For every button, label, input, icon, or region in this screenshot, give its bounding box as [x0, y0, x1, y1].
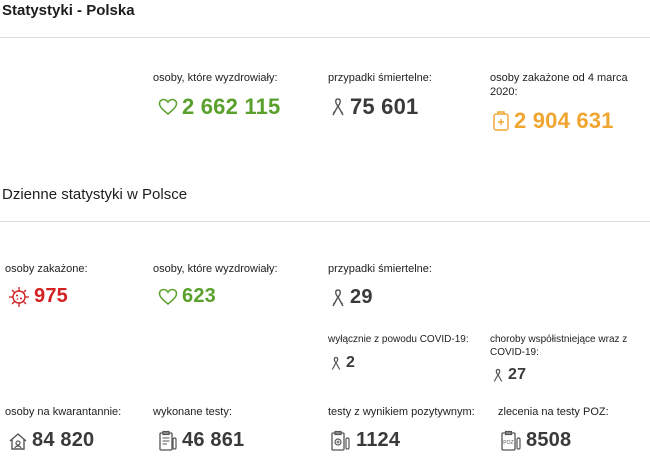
daily-recovered-value: 623 [182, 285, 216, 307]
covid-only-label: wyłącznie z powodu COVID-19: [328, 334, 469, 345]
recovered-total-label: osoby, które wyzdrowiały: [153, 72, 278, 84]
comorbid-label: choroby współistniejące wraz z COVID-19: [490, 334, 628, 358]
tests-label: wykonane testy: [153, 406, 232, 418]
section-title-daily: Dzienne statystyki w Polsce [2, 186, 188, 203]
section-title-poland: Statystyki - Polska [2, 2, 135, 19]
quarantine-value: 84 820 [32, 429, 95, 451]
deaths-total-stat: 75 601 [330, 94, 419, 120]
poz-orders-stat: POZ 8508 [500, 429, 571, 452]
daily-infected-value: 975 [34, 285, 68, 307]
positive-test-icon [330, 430, 352, 452]
virus-icon [8, 286, 30, 308]
quarantine-label: osoby na kwarantannie: [5, 406, 122, 418]
daily-recovered-stat: 623 [158, 285, 216, 308]
ribbon-icon [330, 356, 342, 371]
infected-total-label: osoby zakażone od 4 marca 2020: [490, 72, 628, 98]
heart-icon [158, 288, 178, 306]
clipboard-icon [158, 430, 178, 452]
covid-only-stat: 2 [330, 354, 355, 372]
poz-orders-label: zlecenia na testy POZ: [498, 406, 609, 418]
comorbid-value: 27 [508, 366, 527, 383]
house-icon [8, 431, 28, 451]
daily-infected-stat: 975 [8, 285, 68, 308]
heart-icon [158, 98, 178, 116]
daily-deaths-value: 29 [350, 286, 373, 308]
infected-total-stat: 2 904 631 [492, 108, 614, 134]
positive-tests-stat: 1124 [330, 429, 400, 452]
quarantine-stat: 84 820 [8, 429, 94, 452]
daily-deaths-label: przypadki śmiertelne: [328, 263, 432, 275]
ribbon-icon [492, 368, 504, 383]
ribbon-icon [330, 288, 346, 308]
poz-badge: POZ [503, 440, 513, 446]
daily-infected-label: osoby zakażone: [5, 263, 88, 275]
poz-order-icon: POZ [500, 430, 522, 452]
poz-orders-value: 8508 [526, 429, 572, 451]
daily-recovered-label: osoby, które wyzdrowiały: [153, 263, 278, 275]
tests-stat: 46 861 [158, 429, 244, 452]
recovered-total-stat: 2 662 115 [158, 94, 280, 120]
tests-value: 46 861 [182, 429, 245, 451]
daily-deaths-stat: 29 [330, 286, 373, 309]
positive-tests-label: testy z wynikiem pozytywnym: [328, 406, 475, 418]
ribbon-icon [330, 97, 346, 117]
divider [0, 221, 650, 222]
deaths-total-label: przypadki śmiertelne: [328, 72, 432, 84]
comorbid-stat: 27 [492, 366, 526, 384]
positive-tests-value: 1124 [356, 429, 401, 451]
deaths-total-value: 75 601 [350, 94, 419, 119]
covid-only-value: 2 [346, 354, 356, 371]
medical-bag-icon [492, 110, 510, 132]
recovered-total-value: 2 662 115 [182, 94, 281, 119]
infected-total-value: 2 904 631 [514, 108, 614, 133]
divider [0, 37, 650, 38]
